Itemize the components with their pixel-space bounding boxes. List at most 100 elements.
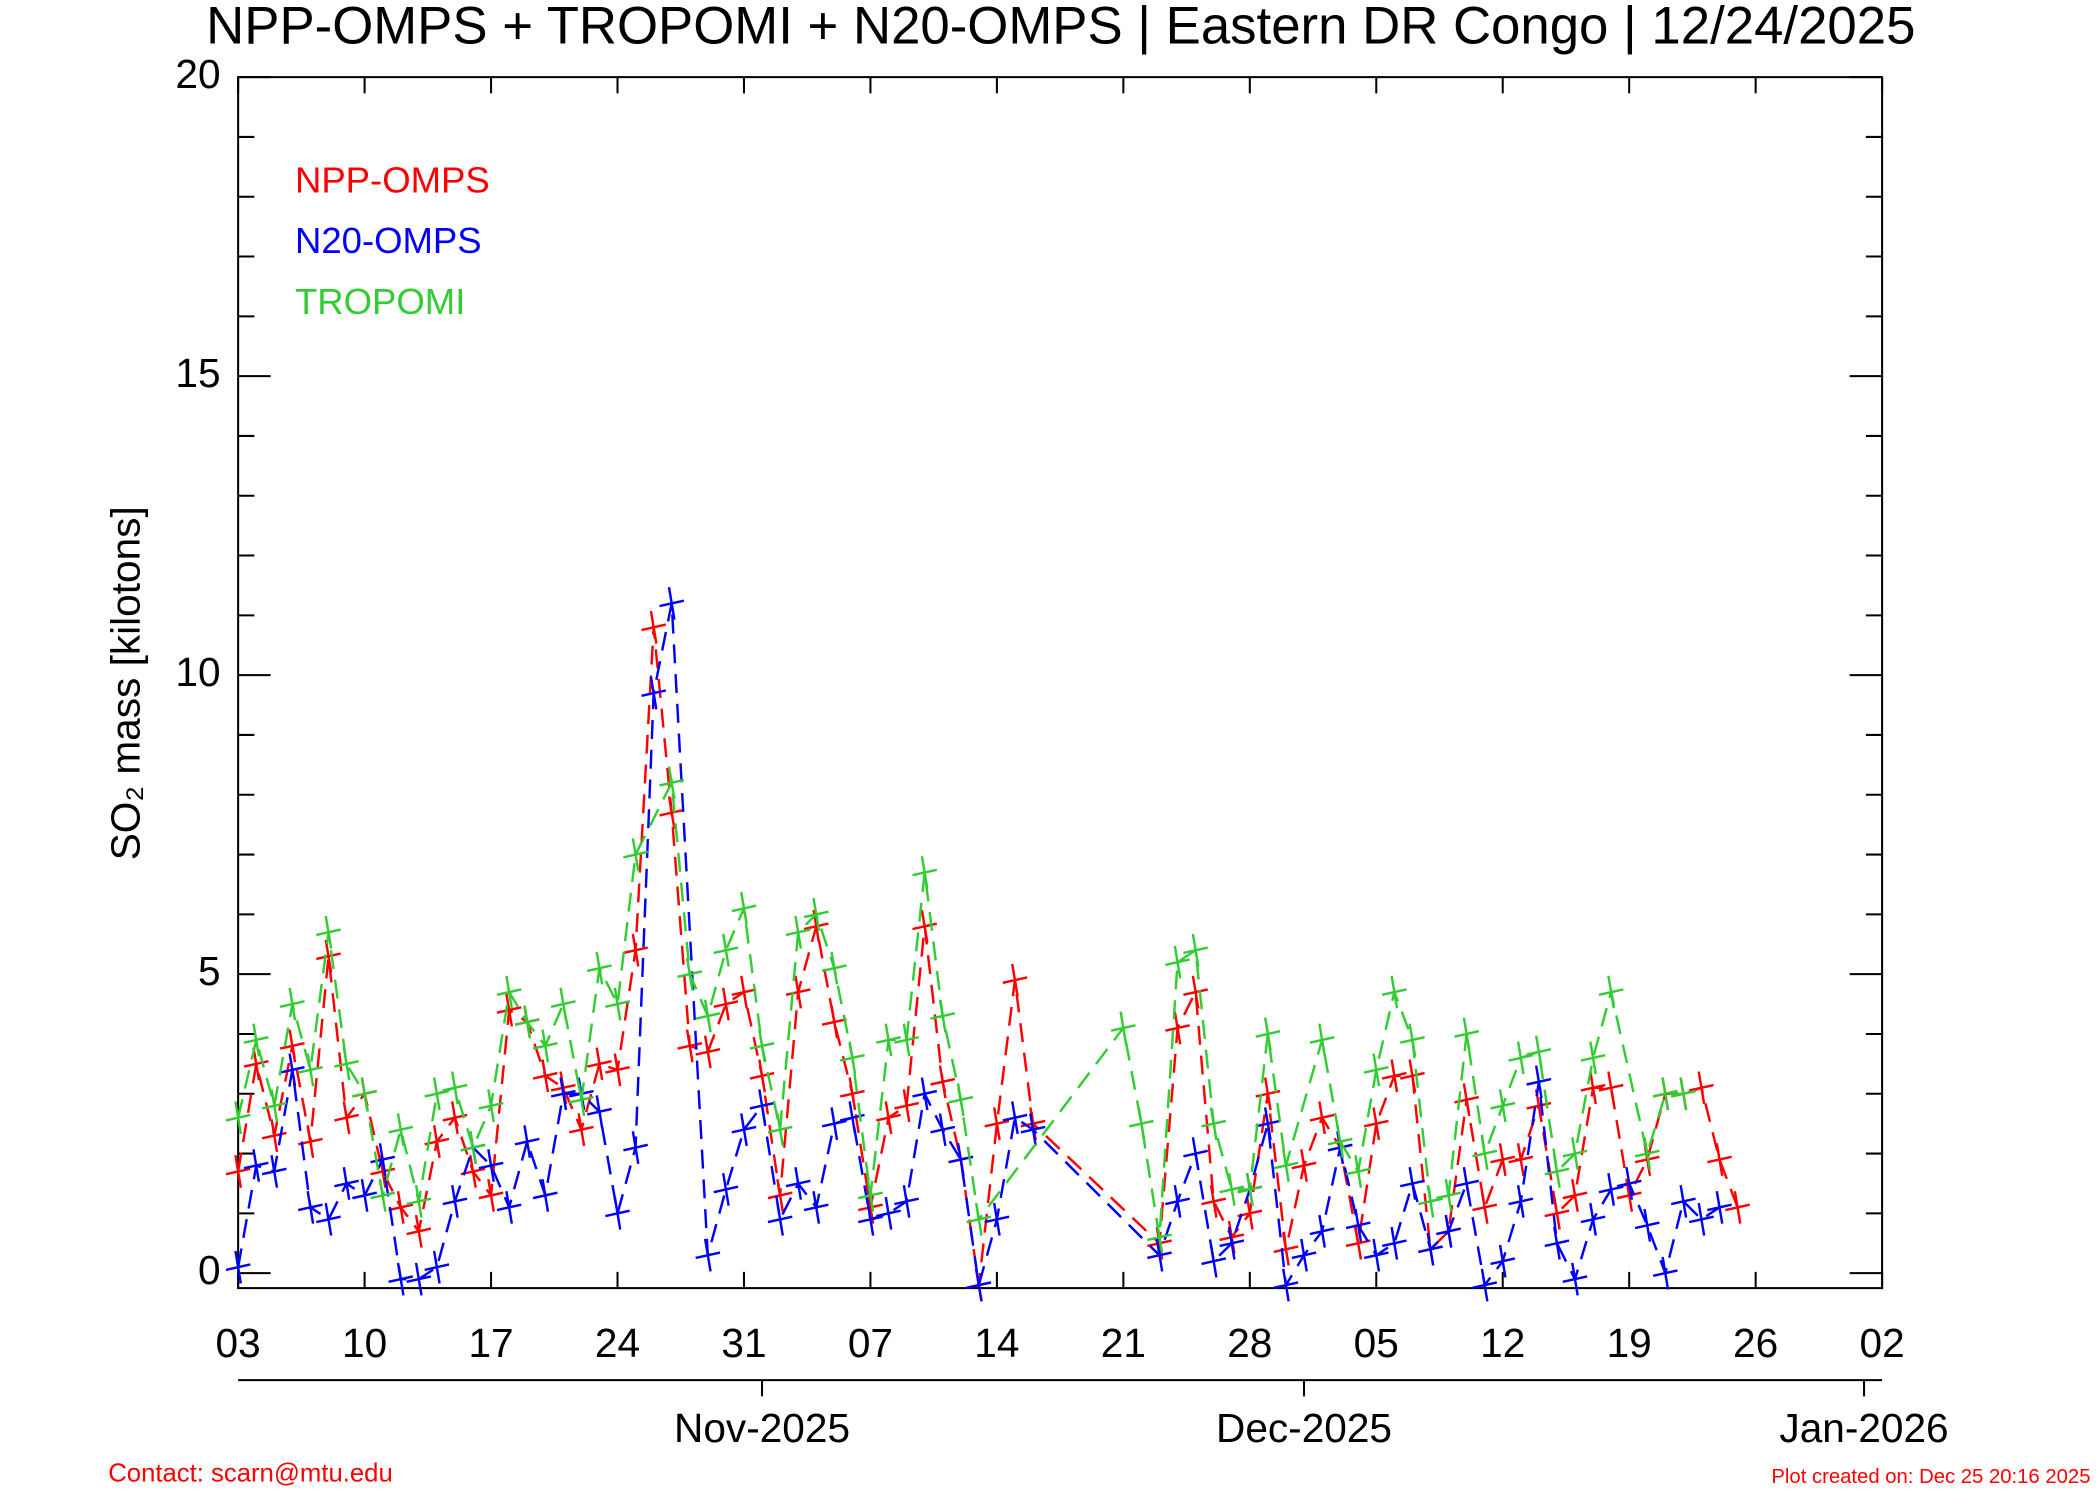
- point-marker: [1399, 1023, 1425, 1057]
- point-marker: [388, 1190, 414, 1224]
- point-marker: [731, 975, 757, 1009]
- point-marker: [406, 1262, 432, 1296]
- point-marker: [1165, 1011, 1190, 1045]
- point-marker: [912, 856, 938, 889]
- y-tick-label: 15: [175, 350, 220, 396]
- point-marker: [1363, 1238, 1389, 1272]
- point-marker: [605, 987, 630, 1021]
- point-marker: [442, 1071, 468, 1105]
- point-marker: [767, 1178, 793, 1212]
- point-marker: [442, 1184, 468, 1218]
- point-marker: [587, 1095, 612, 1129]
- point-marker: [1472, 1137, 1498, 1170]
- point-marker: [1309, 1101, 1335, 1135]
- y-axis-label: SO₂ mass [kilotons]: [102, 506, 148, 860]
- point-marker: [1707, 1143, 1732, 1176]
- point-marker: [1165, 1184, 1190, 1218]
- point-marker: [912, 909, 938, 943]
- point-marker: [279, 987, 305, 1021]
- point-marker: [1183, 933, 1209, 967]
- x-tick-label: 02: [1860, 1320, 1905, 1366]
- point-marker: [532, 1178, 558, 1212]
- point-marker: [406, 1184, 432, 1218]
- point-marker: [514, 1125, 540, 1159]
- plot-frame: [237, 76, 1884, 1290]
- x-tick-label: 17: [468, 1320, 513, 1366]
- month-label: Jan-2026: [1779, 1405, 1948, 1451]
- legend-entry: TROPOMI: [295, 281, 465, 322]
- y-tick-label: 5: [198, 948, 221, 994]
- point-marker: [1020, 1113, 1046, 1147]
- point-marker: [930, 1065, 956, 1099]
- point-marker: [1544, 1226, 1570, 1260]
- point-marker: [1237, 1173, 1263, 1206]
- series-line: [236, 778, 1684, 1238]
- point-marker: [297, 1190, 323, 1224]
- point-marker: [641, 610, 667, 644]
- x-tick-label: 14: [974, 1320, 1019, 1366]
- point-marker: [550, 987, 576, 1021]
- y-tick-label: 10: [175, 649, 220, 695]
- point-marker: [1219, 1226, 1245, 1260]
- point-marker: [1309, 1214, 1335, 1248]
- point-marker: [677, 957, 703, 991]
- point-marker: [641, 676, 667, 710]
- point-marker: [1110, 1011, 1136, 1045]
- point-marker: [279, 1029, 305, 1063]
- point-marker: [1580, 1041, 1606, 1075]
- point-marker: [839, 1041, 865, 1075]
- point-marker: [1436, 1178, 1461, 1212]
- point-marker: [1345, 1155, 1371, 1188]
- point-marker: [334, 1167, 359, 1200]
- point-marker: [1562, 1262, 1588, 1296]
- point-marker: [731, 891, 757, 925]
- point-marker: [623, 838, 649, 871]
- point-marker: [1544, 1196, 1570, 1230]
- point-marker: [966, 1268, 992, 1302]
- point-marker: [1689, 1071, 1714, 1105]
- point-marker: [857, 1178, 883, 1212]
- point-marker: [1327, 1125, 1353, 1159]
- point-marker: [1544, 1155, 1570, 1188]
- point-marker: [876, 1101, 901, 1135]
- point-marker: [659, 766, 685, 800]
- point-marker: [1147, 1238, 1172, 1272]
- point-marker: [1363, 1107, 1389, 1141]
- point-marker: [478, 1149, 504, 1182]
- point-marker: [496, 975, 522, 1009]
- point-marker: [297, 1053, 323, 1087]
- point-marker: [424, 1250, 450, 1284]
- point-marker: [1255, 1107, 1281, 1141]
- point-marker: [568, 1113, 594, 1147]
- point-marker: [279, 1053, 305, 1087]
- point-marker: [767, 1113, 793, 1147]
- point-marker: [1490, 1143, 1516, 1176]
- point-marker: [352, 1077, 378, 1111]
- point-marker: [623, 933, 649, 967]
- point-marker: [1345, 1208, 1371, 1242]
- point-marker: [1147, 1220, 1172, 1254]
- point-marker: [1670, 1184, 1696, 1218]
- x-tick-label: 12: [1480, 1320, 1525, 1366]
- point-marker: [713, 933, 739, 967]
- point-marker: [550, 1077, 576, 1111]
- point-marker: [1273, 1232, 1299, 1266]
- x-tick-label: 05: [1354, 1320, 1399, 1366]
- x-tick-label: 03: [216, 1320, 261, 1366]
- point-marker: [749, 1089, 775, 1123]
- point-marker: [334, 1047, 359, 1081]
- point-marker: [894, 1184, 920, 1218]
- point-marker: [1255, 1017, 1281, 1051]
- point-marker: [1399, 1167, 1425, 1200]
- point-marker: [767, 1202, 793, 1236]
- point-marker: [316, 915, 341, 949]
- point-marker: [1381, 1226, 1407, 1260]
- point-marker: [1128, 1107, 1154, 1141]
- point-marker: [1725, 1190, 1751, 1224]
- point-marker: [1381, 1059, 1407, 1093]
- point-marker: [605, 1196, 630, 1230]
- x-tick-label: 10: [342, 1320, 387, 1366]
- point-marker: [695, 1035, 721, 1069]
- point-marker: [1363, 1053, 1389, 1087]
